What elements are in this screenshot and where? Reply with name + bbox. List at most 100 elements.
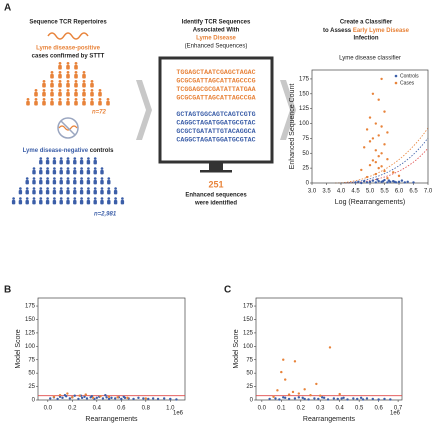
person-icon [12, 197, 15, 200]
person-icon [114, 197, 117, 200]
point [278, 398, 281, 401]
point [374, 122, 377, 125]
person-icon [86, 190, 91, 195]
x-tick-label: 7.0 [424, 189, 433, 195]
person-icon [74, 89, 78, 92]
person-icon [50, 89, 54, 92]
person-icon [73, 167, 77, 170]
heading: Create a Classifier [340, 20, 393, 26]
person-icon [93, 180, 97, 185]
point [368, 116, 372, 119]
point [357, 180, 360, 184]
point [389, 398, 392, 401]
person-icon [66, 92, 70, 97]
point [346, 398, 349, 401]
person-icon [66, 187, 70, 190]
person-icon [73, 197, 77, 200]
point [49, 397, 52, 400]
y-tick-label: 175 [299, 76, 310, 82]
person-icon [19, 197, 22, 200]
point [144, 397, 147, 400]
person-icon [82, 83, 86, 88]
person-icon [98, 101, 102, 106]
point [393, 180, 396, 184]
person-icon [52, 200, 57, 205]
legend-swatch [394, 81, 398, 85]
person-icon [58, 92, 62, 97]
person-icon [59, 190, 63, 195]
point [377, 166, 380, 170]
person-icon [66, 101, 70, 106]
person-icon [42, 83, 46, 88]
point [360, 168, 363, 172]
x-tick-label: 0.4 [336, 406, 345, 412]
person-icon [73, 200, 77, 205]
point [386, 158, 389, 161]
text: were identified [194, 201, 237, 207]
x-tick-label: 0.6 [374, 406, 383, 412]
person-icon [86, 170, 91, 175]
person-icon [107, 200, 111, 205]
person-icon [53, 197, 56, 200]
point [105, 396, 108, 399]
x-tick-label: 4.5 [351, 189, 360, 195]
point [400, 179, 404, 182]
point [56, 397, 59, 401]
person-icon [74, 74, 78, 79]
person-icon [39, 187, 43, 190]
y-tick-label: 75 [246, 357, 253, 363]
x-tick-label: 0.4 [93, 406, 102, 412]
point [85, 397, 89, 400]
point [365, 181, 369, 184]
person-icon [25, 200, 29, 205]
point [380, 125, 383, 128]
point [307, 398, 310, 401]
person-icon [90, 98, 94, 101]
point [368, 163, 372, 167]
person-icon [73, 180, 77, 185]
person-icon [66, 83, 70, 88]
point [381, 180, 385, 183]
person-icon [66, 98, 70, 101]
person-icon [58, 71, 62, 74]
person-icon [32, 177, 36, 180]
point [147, 397, 150, 401]
point [387, 179, 391, 182]
person-icon [45, 200, 50, 205]
point [377, 134, 380, 137]
monitor-base [200, 170, 232, 173]
point [276, 389, 279, 392]
person-icon [25, 197, 29, 200]
text: Lyme disease-positive [36, 46, 100, 52]
person-icon [100, 180, 104, 185]
person-icon [79, 200, 84, 205]
person-icon [58, 98, 62, 101]
point [137, 396, 140, 400]
point [303, 388, 306, 391]
person-icon [73, 190, 77, 195]
point [282, 358, 285, 361]
person-icon [100, 167, 104, 170]
point [101, 397, 105, 400]
person-icon [74, 83, 78, 88]
point [272, 395, 275, 398]
x-axis-label: Rearrangements [303, 416, 356, 423]
person-icon [45, 180, 50, 185]
x-tick-label: 0.1 [277, 406, 286, 412]
point [376, 178, 379, 181]
person-icon [66, 157, 70, 160]
person-icon [82, 92, 86, 97]
person-icon [100, 170, 104, 175]
person-icon [25, 180, 29, 185]
point [386, 131, 389, 134]
person-icon [90, 80, 94, 83]
point [342, 396, 345, 400]
y-tick-label: 125 [25, 330, 36, 336]
point [110, 396, 113, 400]
point [66, 392, 69, 395]
person-icon [32, 167, 36, 170]
person-icon [87, 197, 90, 200]
x-offset-label: 1e6 [390, 411, 401, 417]
point [291, 390, 295, 394]
